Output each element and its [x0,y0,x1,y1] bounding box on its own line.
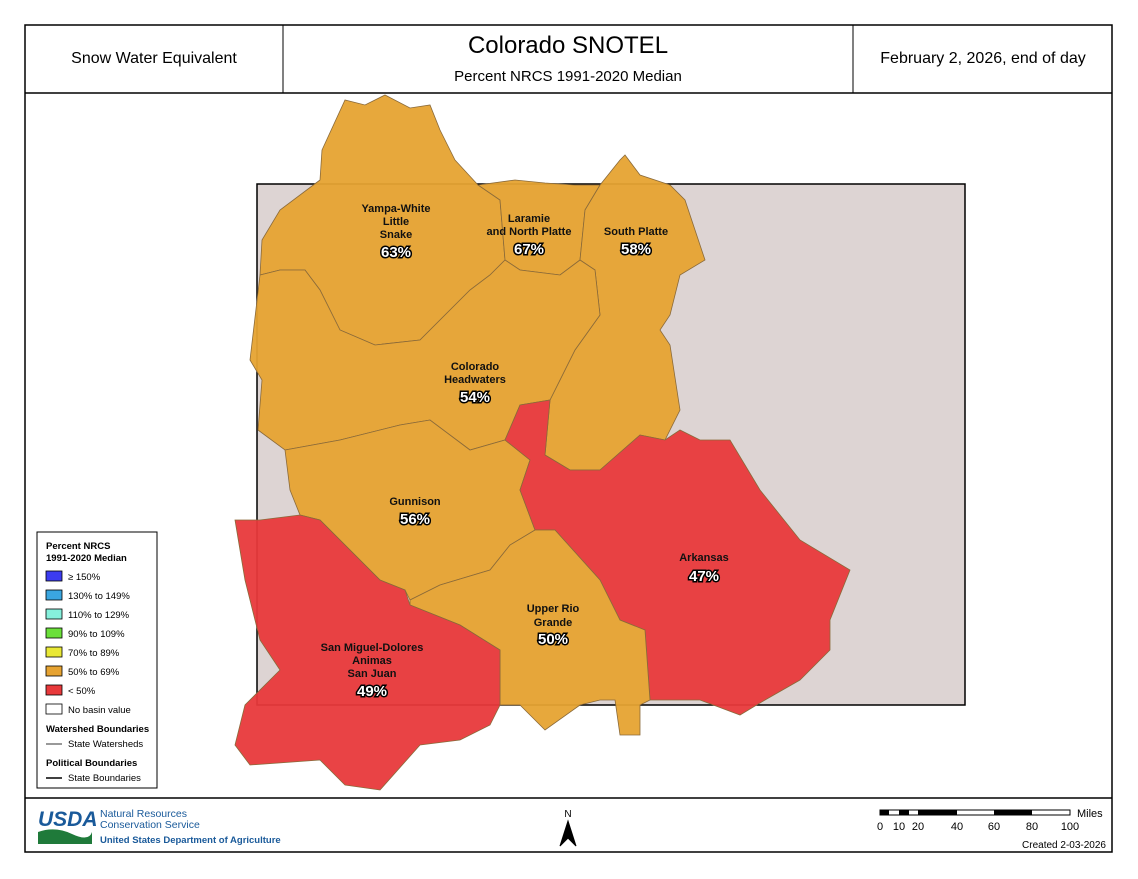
scale-bar [879,809,1071,816]
basin-name: and North Platte [487,226,572,238]
basin-percent: 56% [400,511,430,528]
basin-name: San Juan [348,668,397,680]
scale-label: 20 [912,821,924,833]
legend-label: 130% to 149% [68,591,130,602]
agency: Conservation Service [100,819,200,831]
scale-unit: Miles [1077,808,1103,820]
title: Colorado SNOTEL [468,32,668,59]
scale-label: 0 [877,821,883,833]
scale-segment [918,810,957,815]
date: February 2, 2026, end of day [880,50,1085,67]
legend-label: State Watersheds [68,739,143,750]
legend-swatch [45,646,63,658]
scale-label: 40 [951,821,963,833]
legend-label: State Boundaries [68,773,141,784]
usda-swoosh [38,829,92,844]
header-left: Snow Water Equivalent [71,50,237,67]
legend-swatch [45,589,63,601]
created: Created 2-03-2026 [1022,840,1106,851]
legend-label: 110% to 129% [68,610,130,621]
basin-percent: 50% [538,631,568,648]
legend-title: 1991-2020 Median [46,553,127,564]
north-label: N [564,809,571,820]
basin-name: Gunnison [389,496,441,508]
basin-name: Arkansas [679,552,729,564]
legend-label: 50% to 69% [68,667,120,678]
footer: USDA Natural Resources Conservation Serv… [38,808,1106,851]
basin-percent: 58% [621,241,651,258]
usda-logo: USDA [38,808,98,831]
legend-subtitle: Watershed Boundaries [46,724,149,735]
legend-swatch [45,665,63,677]
agency: Natural Resources [100,808,187,820]
basin-name: Yampa-White [361,203,430,215]
basin-percent: 49% [357,683,387,700]
basin-percent: 67% [514,241,544,258]
legend-label: No basin value [68,705,131,716]
legend-swatch [45,703,63,715]
basin-name: Snake [380,229,412,241]
basin-name: Little [383,216,409,228]
basin-name: Colorado [451,361,500,373]
basin-name: San Miguel-Dolores [321,642,424,654]
scale-label: 80 [1026,821,1038,833]
basin-percent: 54% [460,389,490,406]
scale-label: 60 [988,821,1000,833]
scale-segment [994,810,1032,815]
basin-percent: 47% [689,568,719,585]
subtitle: Percent NRCS 1991-2020 Median [454,68,682,85]
legend-swatch [45,684,63,696]
scale-label: 100 [1061,821,1079,833]
basin-name: Animas [352,655,392,667]
legend-swatch [45,627,63,639]
legend-label: 70% to 89% [68,648,120,659]
basins [234,94,851,791]
legend-label: 90% to 109% [68,629,125,640]
basin [234,514,501,791]
legend-title: Percent NRCS [46,541,110,552]
basin-name: Laramie [508,213,550,225]
basin-name: Headwaters [444,374,506,386]
legend-label: ≥ 150% [68,572,101,583]
legend-label: < 50% [68,686,96,697]
north-arrow [559,819,577,847]
department: United States Department of Agriculture [100,835,281,846]
basin-labels: Yampa-White Little Snake 63% Laramie and… [321,203,729,702]
legend: Percent NRCS 1991-2020 Median Watershed … [36,531,158,789]
scale-segment [899,810,909,815]
basin-name: Grande [534,617,573,629]
legend-subtitle: Political Boundaries [46,758,137,769]
scale-label: 10 [893,821,905,833]
basin-name: Upper Rio [527,603,580,615]
scale-segment [880,810,889,815]
legend-swatch [45,608,63,620]
basin-percent: 63% [381,244,411,261]
basin-name: South Platte [604,226,668,238]
legend-swatch [45,570,63,582]
